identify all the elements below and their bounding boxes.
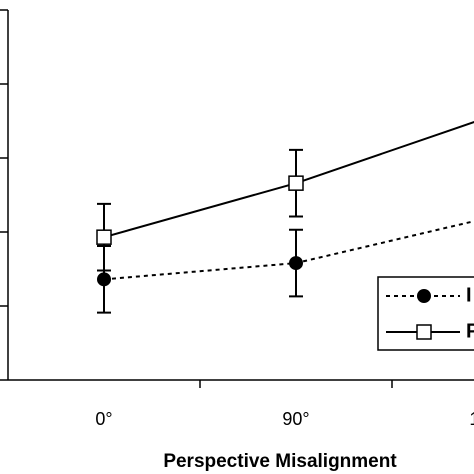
legend-marker [416,324,432,340]
marker [97,272,111,287]
marker [288,175,304,191]
x-tick-label: 0° [95,409,112,429]
legend-label: I [466,284,472,306]
x-axis-label: Perspective Misalignment [163,451,397,472]
x-tick-label: 180° [469,409,474,429]
marker [289,256,303,271]
marker [96,229,112,245]
legend-marker [417,289,431,303]
legend-label: P [466,320,474,342]
x-tick-label: 90° [282,409,309,429]
series-line [103,220,474,281]
